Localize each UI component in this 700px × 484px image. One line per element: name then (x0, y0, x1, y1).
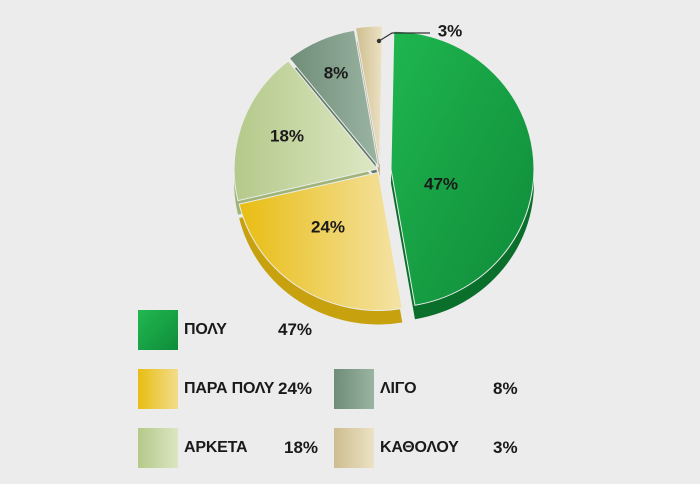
pie-slice-arketa (233, 60, 379, 202)
slice-label-ligo: 8% (324, 63, 349, 82)
legend-value-para-poly: 24% (278, 379, 313, 398)
pie-slice-para-poly (238, 171, 403, 311)
pie-slice-katholou (354, 25, 383, 165)
slice-label-arketa: 18% (270, 126, 304, 145)
legend-label-poly: ΠΟΛΥ (184, 321, 227, 338)
callout-dot (376, 38, 382, 44)
slice-label-poly: 47% (424, 174, 458, 193)
callout-leader-line (378, 32, 430, 42)
legend-swatch-arketa (138, 428, 178, 468)
slice-label-para-poly: 24% (311, 217, 345, 236)
pie-slice-poly (390, 30, 535, 306)
legend-value-arketa: 18% (284, 438, 319, 457)
legend-swatch-para-poly (138, 369, 178, 409)
legend-swatch-poly (138, 310, 178, 350)
legend-value-katholou: 3% (493, 438, 518, 457)
legend-label-ligo: ΛΙΓΟ (380, 380, 417, 397)
legend-label-para-poly: ΠΑΡΑ ΠΟΛΥ (184, 380, 275, 397)
slice-label-katholou: 3% (438, 21, 463, 40)
legend-value-ligo: 8% (493, 379, 518, 398)
legend-swatch-ligo (334, 369, 374, 409)
legend-swatch-katholou (334, 428, 374, 468)
legend-value-poly: 47% (278, 320, 313, 339)
legend-label-katholou: ΚΑΘΟΛΟΥ (380, 439, 459, 456)
pie-slice-ligo (288, 29, 380, 169)
legend-label-arketa: ΑΡΚΕΤΑ (184, 439, 248, 456)
